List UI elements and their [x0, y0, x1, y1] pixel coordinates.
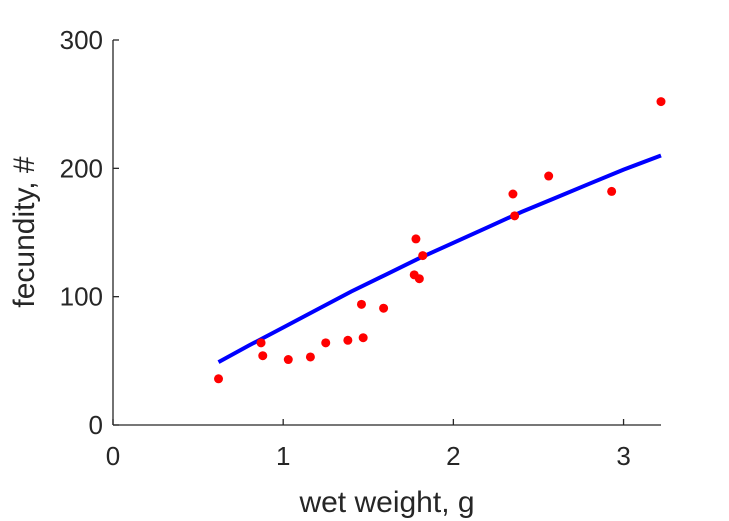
x-ticks: 0 1 2 3 [106, 419, 631, 471]
x-tick-label: 0 [106, 441, 120, 471]
data-point [607, 186, 617, 196]
data-point [283, 355, 293, 365]
y-axis-label: fecundity, # [8, 156, 41, 308]
data-point [414, 274, 424, 284]
y-ticks: 0 100 200 300 [60, 25, 119, 440]
data-point [305, 352, 315, 362]
y-tick-label: 0 [89, 410, 103, 440]
x-tick-label: 3 [616, 441, 630, 471]
fit-curve-layer [217, 153, 662, 364]
data-point [411, 234, 421, 244]
x-axis: 0 1 2 3 [106, 419, 661, 471]
y-tick-label: 200 [60, 153, 103, 183]
data-point [508, 189, 518, 199]
data-point [418, 251, 428, 261]
y-tick-label: 300 [60, 25, 103, 55]
data-point [379, 303, 389, 313]
points-layer [214, 97, 666, 384]
data-point [656, 97, 666, 107]
data-point [356, 299, 366, 309]
data-point [358, 333, 368, 343]
x-axis-label: wet weight, g [298, 486, 474, 519]
data-point [258, 351, 268, 361]
data-point [510, 211, 520, 221]
data-point [214, 374, 224, 384]
x-tick-label: 2 [446, 441, 460, 471]
y-tick-label: 100 [60, 282, 103, 312]
data-point [343, 335, 353, 345]
data-point [321, 338, 331, 348]
data-point [256, 338, 266, 348]
x-tick-label: 1 [276, 441, 290, 471]
data-point [544, 171, 554, 181]
fit-curve [217, 153, 662, 364]
y-axis: 0 100 200 300 [60, 25, 119, 440]
